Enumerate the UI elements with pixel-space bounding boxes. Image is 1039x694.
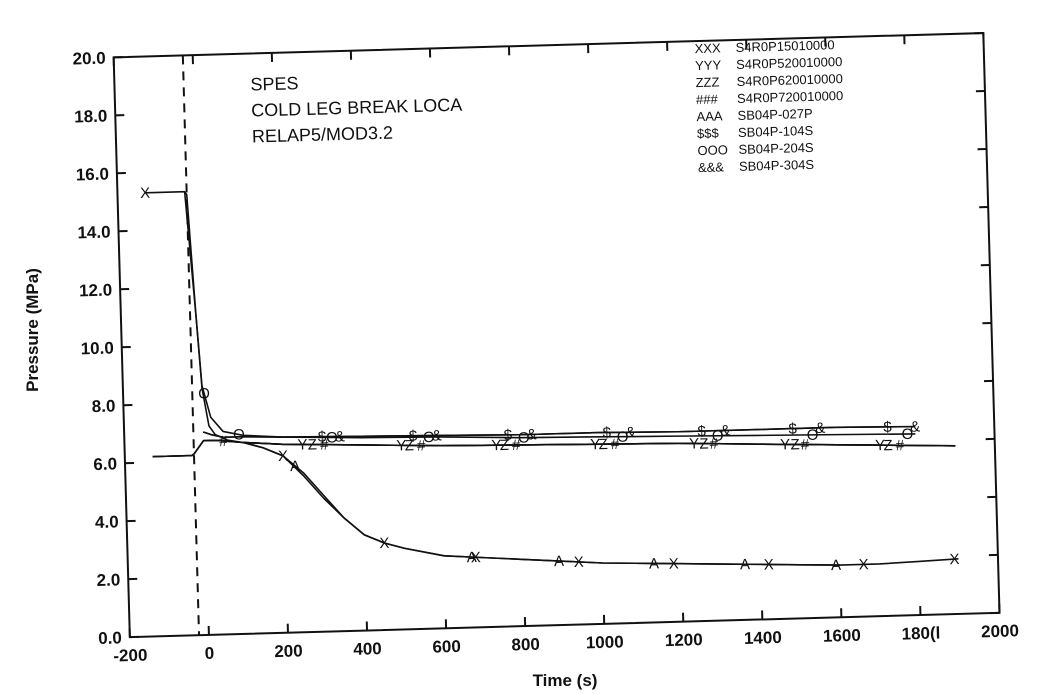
y-tick-label: 12.0 bbox=[79, 280, 113, 300]
x-axis-title: Time (s) bbox=[533, 671, 598, 690]
legend-marker: AAA bbox=[696, 108, 723, 124]
series-marker: O bbox=[326, 429, 338, 446]
annotation-transient: COLD LEG BREAK LOCA bbox=[251, 95, 463, 121]
x-tick-label: 1400 bbox=[744, 628, 782, 648]
x-tick-label: 1600 bbox=[823, 626, 861, 646]
series-marker: & bbox=[335, 428, 345, 445]
legend-marker: OOO bbox=[697, 142, 728, 158]
series-marker: X bbox=[140, 185, 150, 202]
legend-entry: S4R0P15010000 bbox=[735, 37, 834, 55]
series-SB04P-027P: A A A A A A bbox=[242, 441, 841, 574]
y-tick-label: 6.0 bbox=[93, 454, 117, 474]
series-marker: # bbox=[320, 437, 329, 454]
series-marker: # bbox=[417, 437, 426, 454]
legend-marker: ZZZ bbox=[695, 74, 719, 90]
series-marker: A bbox=[740, 556, 750, 573]
y-tick-label: 18.0 bbox=[74, 107, 108, 127]
y-axis-title: Pressure (MPa) bbox=[23, 268, 42, 392]
series-line bbox=[183, 191, 916, 439]
x-tick-label: 0 bbox=[204, 644, 214, 663]
series-line bbox=[202, 425, 916, 439]
x-tick-label: 2000 bbox=[981, 621, 1019, 641]
y-tick-label: 14.0 bbox=[77, 223, 111, 243]
series-marker: # bbox=[219, 433, 228, 450]
legend-marker: ### bbox=[696, 91, 719, 107]
series-line bbox=[242, 441, 840, 566]
legend: XXX S4R0P15010000 YYY S4R0P520010000 ZZZ S4R0… bbox=[694, 37, 844, 175]
annotation-facility: SPES bbox=[250, 73, 299, 94]
series-marker: O bbox=[901, 426, 913, 443]
x-tick-label: -200 bbox=[113, 646, 148, 666]
series-marker: & bbox=[815, 420, 825, 437]
legend-entry: SB04P-304S bbox=[739, 157, 815, 174]
legend-marker: &&& bbox=[698, 159, 725, 175]
legend-marker: XXX bbox=[694, 40, 721, 56]
series-marker: O bbox=[807, 427, 819, 444]
series-marker: A bbox=[831, 557, 841, 574]
legend-entry: S4R0P620010000 bbox=[736, 71, 843, 89]
series-marker: O bbox=[423, 429, 435, 446]
x-tick-label: 180(l bbox=[901, 623, 940, 643]
plot-frame bbox=[112, 32, 1001, 639]
series-marker: O bbox=[233, 426, 245, 443]
y-tick-label: 8.0 bbox=[91, 396, 115, 416]
series-marker: & bbox=[910, 418, 920, 435]
x-tick-label: 400 bbox=[353, 639, 382, 659]
series-line bbox=[152, 439, 956, 458]
break-time-dashed-line bbox=[181, 55, 201, 636]
y-tick-label: 0.0 bbox=[98, 628, 122, 648]
series-marker: X bbox=[858, 556, 868, 573]
x-tick-label: 800 bbox=[511, 635, 540, 655]
series-marker: X bbox=[949, 551, 959, 568]
y-tick-label: 2.0 bbox=[96, 570, 120, 590]
series-marker: & bbox=[625, 424, 635, 441]
series-SB04P-304S: & & & & & & & bbox=[202, 418, 920, 446]
series-marker: O bbox=[198, 385, 210, 402]
annotation-code: RELAP5/MOD3.2 bbox=[252, 123, 394, 147]
legend-entry: SB04P-027P bbox=[737, 106, 813, 123]
y-tick-label: 10.0 bbox=[80, 338, 114, 358]
series-S4R0P720010000: # # # # # # # # bbox=[152, 433, 956, 458]
legend-entry: SB04P-204S bbox=[738, 140, 814, 157]
legend-marker: $$$ bbox=[697, 125, 720, 141]
series-marker: O bbox=[712, 428, 724, 445]
series-marker: # bbox=[801, 436, 810, 453]
annotations: SPES COLD LEG BREAK LOCA RELAP5/MOD3.2 bbox=[250, 73, 463, 147]
x-tick-label: 1200 bbox=[665, 630, 703, 650]
x-tick-label: 1000 bbox=[586, 632, 624, 652]
legend-marker: YYY bbox=[695, 57, 722, 73]
series-marker: A bbox=[649, 555, 659, 572]
x-axis-ticks: -200 0 200 400 600 800 1000 1200 1400 1600 180(l 20… bbox=[112, 33, 1019, 666]
series-marker: & bbox=[432, 427, 442, 444]
series-marker: & bbox=[720, 422, 730, 439]
series-marker: A bbox=[290, 458, 300, 475]
x-tick-label: 600 bbox=[432, 637, 461, 657]
y-axis-ticks: 0.0 2.0 4.0 6.0 8.0 10.0 12.0 14.0 16.0 18.0 20.0 bbox=[72, 32, 1000, 648]
legend-entry: S4R0P720010000 bbox=[737, 88, 844, 106]
y-tick-label: 20.0 bbox=[72, 49, 106, 69]
series-marker: # bbox=[895, 437, 904, 454]
series-marker: A bbox=[467, 549, 477, 566]
plot-root: -200 0 200 400 600 800 1000 1200 1400 1600 180(l 20… bbox=[72, 32, 1019, 666]
series-marker: A bbox=[554, 553, 564, 570]
series-marker: & bbox=[526, 426, 536, 443]
series-marker: # bbox=[611, 436, 620, 453]
legend-entry: S4R0P520010000 bbox=[736, 54, 843, 72]
x-tick-label: 200 bbox=[274, 641, 303, 661]
series-marker: # bbox=[512, 437, 521, 454]
y-tick-label: 4.0 bbox=[95, 512, 119, 532]
series-SB04P-204S: OO O O O O O O O bbox=[183, 191, 916, 447]
series-line bbox=[145, 190, 959, 566]
y-tick-label: 16.0 bbox=[76, 165, 110, 185]
series-marker: # bbox=[710, 436, 719, 453]
legend-entry: SB04P-104S bbox=[738, 123, 814, 140]
